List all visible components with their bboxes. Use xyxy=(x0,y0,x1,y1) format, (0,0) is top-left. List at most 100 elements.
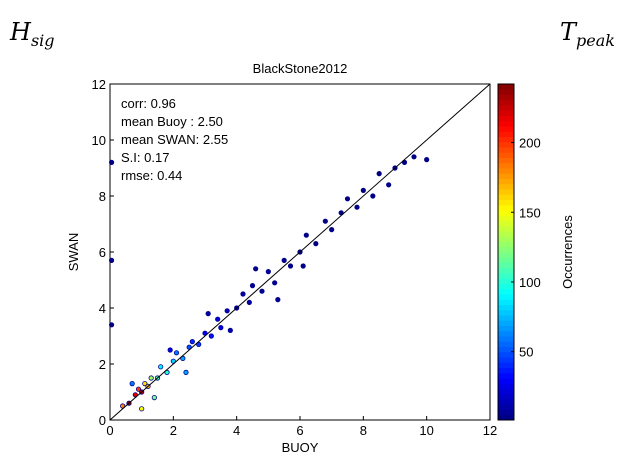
colorbar-cell xyxy=(498,215,514,221)
colorbar-cell xyxy=(498,168,514,174)
point xyxy=(183,369,189,375)
point xyxy=(344,196,351,202)
point xyxy=(205,310,211,317)
colorbar-cell xyxy=(498,357,514,363)
point xyxy=(135,386,142,392)
point xyxy=(246,299,252,305)
colorbar-cell xyxy=(498,178,514,185)
colorbar-cell xyxy=(498,288,514,295)
point xyxy=(158,364,164,370)
colorbar-cell xyxy=(498,341,514,347)
point xyxy=(167,347,173,353)
point xyxy=(303,232,309,238)
x-tick-label: 10 xyxy=(419,423,433,438)
colorbar-cell xyxy=(498,283,514,290)
symbol: H xyxy=(9,18,32,46)
point xyxy=(218,324,224,331)
right-label: Tpeak xyxy=(560,18,615,50)
x-tick-label: 2 xyxy=(170,423,177,438)
y-tick-label: 10 xyxy=(92,133,106,148)
point xyxy=(189,338,195,345)
colorbar-cell xyxy=(498,399,514,405)
point xyxy=(411,154,417,160)
colorbar-cell xyxy=(498,414,514,421)
point xyxy=(129,380,135,387)
colorbar-cell xyxy=(498,110,514,116)
colorbar-cell xyxy=(498,409,514,416)
point xyxy=(208,333,214,339)
point xyxy=(240,291,246,297)
point xyxy=(142,380,148,387)
colorbar-cell xyxy=(498,131,514,137)
colorbar-cell xyxy=(498,152,514,158)
x-tick-label: 6 xyxy=(296,423,303,438)
colorbar-cell xyxy=(498,346,514,353)
colorbar-cell xyxy=(498,183,514,190)
colorbar-cell xyxy=(498,351,514,358)
symbol: T xyxy=(560,18,578,46)
colorbar-cell xyxy=(498,252,514,258)
colorbar-cell xyxy=(498,231,514,237)
point xyxy=(424,157,430,163)
colorbar-tick-label: 200 xyxy=(519,136,541,151)
y-tick-label: 2 xyxy=(99,357,106,372)
annotation: mean Buoy : 2.50 xyxy=(121,114,223,129)
colorbar-cell xyxy=(498,147,514,153)
colorbar-cell xyxy=(498,126,514,132)
point xyxy=(386,182,392,188)
annotation: S.I: 0.17 xyxy=(121,150,169,165)
subscript: peak xyxy=(576,31,615,50)
point xyxy=(360,187,366,193)
colorbar-cell xyxy=(498,194,514,200)
colorbar-cell xyxy=(498,330,514,337)
y-tick-label: 4 xyxy=(99,301,106,316)
point xyxy=(249,282,256,289)
x-tick-label: 4 xyxy=(233,423,240,438)
point xyxy=(108,322,115,328)
colorbar-cell xyxy=(498,304,514,311)
colorbar-cell xyxy=(498,210,514,216)
colorbar-cell xyxy=(498,278,514,284)
colorbar-cell xyxy=(498,294,514,300)
colorbar-cell xyxy=(498,325,514,332)
colorbar-cell xyxy=(498,388,514,395)
point xyxy=(281,257,287,263)
y-axis-label: SWAN xyxy=(66,233,81,272)
colorbar-cell xyxy=(498,320,514,326)
colorbar-cell xyxy=(498,362,514,368)
colorbar-cell xyxy=(498,225,514,232)
colorbar-cell xyxy=(498,204,514,211)
colorbar-cell xyxy=(498,89,514,95)
point xyxy=(108,257,115,263)
annotation: rmse: 0.44 xyxy=(121,168,182,183)
point xyxy=(322,218,328,224)
colorbar-cell xyxy=(498,115,514,122)
colorbar-cell xyxy=(498,236,514,242)
colorbar-cell xyxy=(498,199,514,206)
colorbar-cell xyxy=(498,257,514,263)
point xyxy=(253,266,259,272)
colorbar-cell xyxy=(498,299,514,305)
colorbar-cell xyxy=(498,393,514,400)
point xyxy=(376,171,382,177)
x-tick-label: 0 xyxy=(106,423,113,438)
annotation: mean SWAN: 2.55 xyxy=(121,132,228,147)
colorbar-cell xyxy=(498,367,514,374)
one-to-one-line xyxy=(109,83,491,421)
colorbar-cell xyxy=(498,246,514,253)
point xyxy=(265,268,271,275)
point xyxy=(313,241,319,247)
y-tick-label: 8 xyxy=(99,189,106,204)
point xyxy=(287,263,294,269)
colorbar-cell xyxy=(498,309,514,316)
x-tick-label: 12 xyxy=(483,423,497,438)
colorbar-cell xyxy=(498,105,514,111)
colorbar-tick-label: 150 xyxy=(519,205,541,220)
colorbar-tick-label: 50 xyxy=(519,345,533,360)
point xyxy=(354,204,360,210)
colorbar-tick-label: 100 xyxy=(519,275,541,290)
colorbar-cell xyxy=(498,136,514,143)
colorbar-frame xyxy=(497,83,515,421)
point xyxy=(224,308,230,314)
